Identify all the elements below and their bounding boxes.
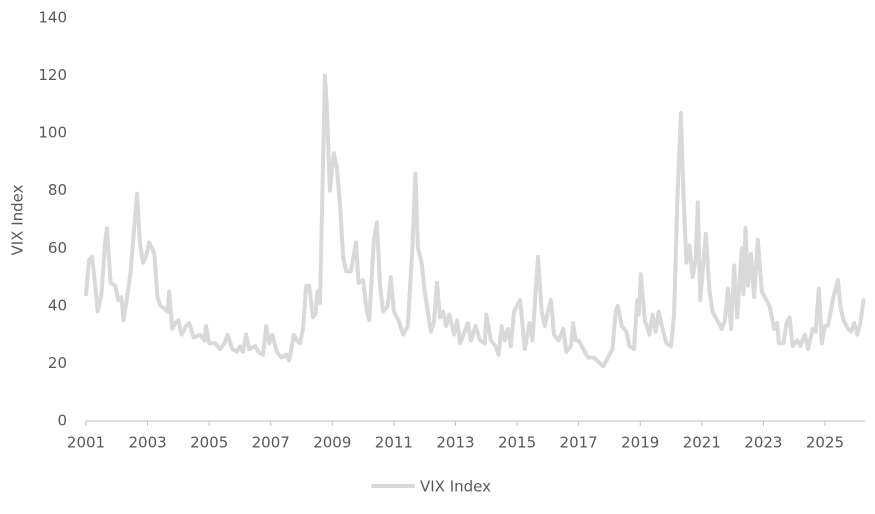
y-tick-label: 100	[38, 124, 67, 142]
x-tick-label: 2011	[375, 434, 413, 452]
x-tick-label: 2007	[252, 434, 290, 452]
x-tick-label: 2023	[744, 434, 782, 452]
y-tick-label: 0	[57, 412, 67, 430]
y-tick-label: 40	[48, 296, 67, 314]
x-tick-label: 2019	[621, 434, 659, 452]
line	[84, 73, 866, 369]
x-tick-label: 2003	[128, 434, 166, 452]
y-tick-label: 20	[48, 354, 67, 372]
legend-label: VIX Index	[420, 478, 491, 496]
x-tick-label: 2013	[436, 434, 474, 452]
y-tick-label: 80	[48, 181, 67, 199]
y-tick-label: 120	[38, 66, 67, 84]
y-tick-label: 140	[38, 9, 67, 27]
y-tick-label: 60	[48, 239, 67, 257]
x-tick-label: 2017	[560, 434, 598, 452]
x-tick-label: 2005	[190, 434, 228, 452]
x-tick-label: 2001	[67, 434, 105, 452]
x-tick-label: 2015	[498, 434, 536, 452]
x-tick-label: 2021	[683, 434, 721, 452]
y-axis-label: VIX Index	[9, 184, 27, 255]
x-tick-label: 2025	[806, 434, 844, 452]
x-tick-label: 2009	[313, 434, 351, 452]
